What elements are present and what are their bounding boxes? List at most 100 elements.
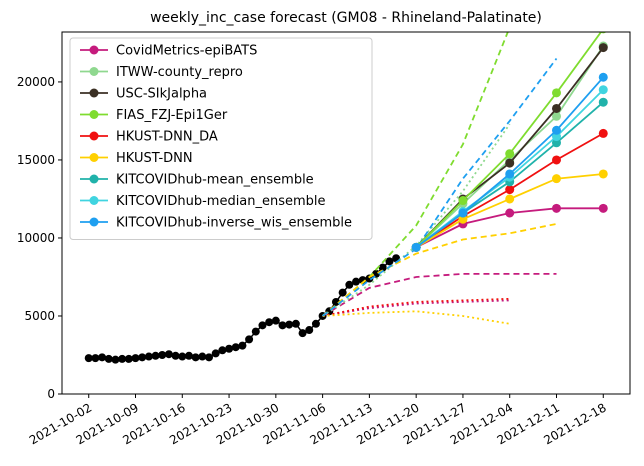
series-point xyxy=(551,88,561,98)
observed-point xyxy=(378,263,387,272)
legend-label: KITCOVIDhub-inverse_wis_ensemble xyxy=(116,216,352,231)
legend-marker xyxy=(89,153,99,162)
observed-point xyxy=(278,321,287,330)
observed-point xyxy=(111,355,120,364)
legend-label: CovidMetrics-epiBATS xyxy=(116,44,257,59)
observed-point xyxy=(231,343,240,352)
legend-label: HKUST-DNN xyxy=(116,151,193,166)
series-point xyxy=(505,158,515,168)
series-point xyxy=(458,214,468,224)
legend-marker xyxy=(89,45,99,55)
observed-point xyxy=(271,316,280,325)
observed-point xyxy=(98,353,107,362)
observed-point xyxy=(158,350,167,359)
legend-label: FIAS_FZJ-Epi1Ger xyxy=(116,108,228,123)
observed-point xyxy=(84,354,93,363)
y-tick-label: 15000 xyxy=(17,153,55,167)
legend-label: USC-SIkJalpha xyxy=(116,87,207,102)
series-point xyxy=(551,203,561,213)
series-point xyxy=(551,174,561,184)
observed-point xyxy=(291,319,300,328)
series-line xyxy=(415,89,604,249)
series-point xyxy=(598,43,608,53)
observed-point xyxy=(138,353,147,362)
y-tick-label: 20000 xyxy=(17,75,55,89)
series-point xyxy=(551,125,561,135)
series-point xyxy=(505,185,515,195)
series-point xyxy=(505,169,515,179)
series-point xyxy=(551,138,561,148)
series-point xyxy=(551,132,561,142)
observed-point xyxy=(298,329,307,338)
observed-point xyxy=(251,327,260,336)
interval-line xyxy=(322,310,510,325)
observed-point xyxy=(385,257,394,266)
observed-point xyxy=(178,352,187,361)
plot-area xyxy=(84,32,608,364)
observed-point xyxy=(311,319,320,328)
series-point xyxy=(598,85,608,95)
observed-point xyxy=(131,354,140,363)
observed-point xyxy=(198,352,207,361)
legend-label: KITCOVIDhub-median_ensemble xyxy=(116,194,326,209)
interval-line xyxy=(322,123,511,317)
observed-point xyxy=(205,353,214,362)
observed-point xyxy=(91,354,100,363)
y-tick-label: 10000 xyxy=(17,231,55,245)
series-point xyxy=(551,103,561,113)
interval-line xyxy=(322,273,557,317)
observed-point xyxy=(118,354,127,363)
observed-point xyxy=(124,354,133,363)
chart-title: weekly_inc_case forecast (GM08 - Rhinela… xyxy=(150,10,542,26)
interval-line xyxy=(322,223,557,317)
y-tick-label: 5000 xyxy=(24,309,55,323)
legend-marker xyxy=(89,217,99,227)
observed-point xyxy=(225,344,234,353)
observed-point xyxy=(285,320,294,329)
observed-point xyxy=(238,341,247,350)
legend-label: HKUST-DNN_DA xyxy=(116,130,218,145)
interval-line xyxy=(322,297,510,317)
legend-label: KITCOVIDhub-mean_ensemble xyxy=(116,173,314,188)
legend-marker xyxy=(89,131,99,141)
legend-marker xyxy=(89,174,99,184)
y-tick-label: 0 xyxy=(47,387,55,401)
series-point xyxy=(598,97,608,107)
observed-point xyxy=(171,351,180,360)
series-point xyxy=(505,149,515,159)
observed-point xyxy=(345,280,354,289)
series-point xyxy=(598,72,608,82)
observed-point xyxy=(104,354,113,363)
series-point xyxy=(505,208,515,218)
observed-point xyxy=(352,277,361,286)
legend-box xyxy=(69,37,373,240)
observed-point xyxy=(184,351,193,360)
observed-point xyxy=(191,353,200,362)
interval-line xyxy=(322,299,510,317)
observed-point xyxy=(151,351,160,360)
observed-point xyxy=(265,318,274,327)
legend-marker xyxy=(89,67,99,76)
series-point xyxy=(411,242,421,252)
observed-point xyxy=(218,346,227,355)
plot-frame xyxy=(61,31,631,395)
observed-point xyxy=(211,349,220,358)
legend-marker xyxy=(89,88,99,98)
legend-marker xyxy=(89,196,99,205)
observed-point xyxy=(305,326,314,335)
series-point xyxy=(598,128,608,138)
series-point xyxy=(458,196,468,206)
series-point xyxy=(458,208,468,218)
series-point xyxy=(551,155,561,165)
observed-point xyxy=(358,276,367,285)
legend-marker xyxy=(89,110,99,119)
series-point xyxy=(505,194,515,204)
observed-point xyxy=(258,321,267,330)
series-point xyxy=(598,169,608,179)
observed-point xyxy=(331,297,340,306)
legend: CovidMetrics-epiBATS ITWW-county_repro USC… xyxy=(69,37,373,240)
legend-label: ITWW-county_repro xyxy=(116,65,243,80)
series-point xyxy=(551,111,561,121)
series-point xyxy=(598,203,608,213)
